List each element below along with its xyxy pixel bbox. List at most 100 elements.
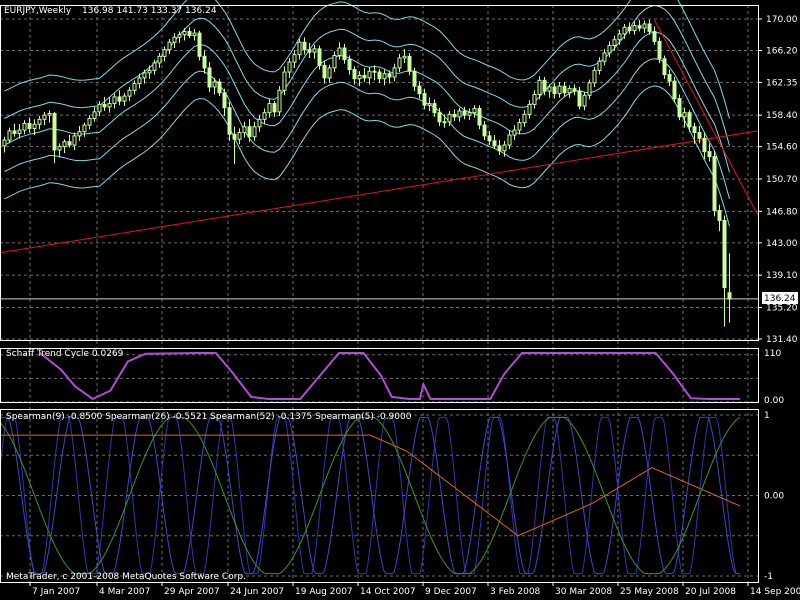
price-candle[interactable] <box>22 120 27 135</box>
price-candle[interactable] <box>617 29 622 45</box>
price-candles[interactable] <box>2 19 732 327</box>
price-candle[interactable] <box>347 55 352 75</box>
price-candle[interactable] <box>67 135 72 148</box>
price-candle[interactable] <box>392 63 397 82</box>
price-candle[interactable] <box>72 132 77 150</box>
price-candle[interactable] <box>502 140 507 157</box>
price-candle[interactable] <box>297 38 302 60</box>
price-candle[interactable] <box>102 96 107 112</box>
price-candle[interactable] <box>227 101 232 141</box>
price-candle[interactable] <box>672 77 677 103</box>
price-candle[interactable] <box>322 60 327 84</box>
price-candle[interactable] <box>662 55 667 79</box>
price-candle[interactable] <box>247 119 252 142</box>
price-candle[interactable] <box>542 77 547 96</box>
price-candle[interactable] <box>157 52 162 68</box>
price-candle[interactable] <box>507 130 512 150</box>
price-candle[interactable] <box>62 139 67 154</box>
price-candle[interactable] <box>307 43 312 58</box>
price-candle[interactable] <box>272 101 277 117</box>
price-candle[interactable] <box>277 86 282 116</box>
price-candle[interactable] <box>232 126 237 165</box>
price-candle[interactable] <box>597 57 602 75</box>
price-candle[interactable] <box>667 69 672 87</box>
price-candle[interactable] <box>242 121 247 138</box>
price-candle[interactable] <box>557 82 562 98</box>
price-candle[interactable] <box>17 124 22 139</box>
price-candle[interactable] <box>497 140 502 155</box>
price-candle[interactable] <box>377 68 382 83</box>
price-candle[interactable] <box>477 105 482 130</box>
price-candle[interactable] <box>152 59 157 75</box>
price-candle[interactable] <box>522 110 527 127</box>
price-candle[interactable] <box>482 120 487 141</box>
price-candle[interactable] <box>2 136 7 153</box>
price-candle[interactable] <box>632 21 637 35</box>
price-candle[interactable] <box>612 35 617 51</box>
price-candle[interactable] <box>472 105 477 118</box>
price-candle[interactable] <box>407 52 412 76</box>
price-candle[interactable] <box>552 82 557 99</box>
price-candle[interactable] <box>317 45 322 70</box>
price-candle[interactable] <box>532 90 537 109</box>
price-candle[interactable] <box>137 73 142 89</box>
price-candle[interactable] <box>257 115 262 132</box>
price-candle[interactable] <box>32 119 37 136</box>
price-candle[interactable] <box>77 125 82 141</box>
price-candle[interactable] <box>562 82 567 97</box>
price-candle[interactable] <box>702 133 707 160</box>
price-candle[interactable] <box>107 97 112 113</box>
price-candle[interactable] <box>212 77 217 95</box>
price-candle[interactable] <box>92 106 97 122</box>
price-candle[interactable] <box>7 127 12 144</box>
price-candle[interactable] <box>147 65 152 79</box>
price-candle[interactable] <box>707 143 712 162</box>
price-candle[interactable] <box>622 23 627 39</box>
price-candle[interactable] <box>172 33 177 49</box>
price-candle[interactable] <box>237 128 242 145</box>
price-candle[interactable] <box>512 125 517 141</box>
price-candle[interactable] <box>422 88 427 110</box>
price-candle[interactable] <box>52 111 57 164</box>
price-candle[interactable] <box>382 69 387 86</box>
price-candle[interactable] <box>537 76 542 100</box>
price-candle[interactable] <box>27 117 32 133</box>
price-candle[interactable] <box>442 114 447 128</box>
price-candle[interactable] <box>312 44 317 59</box>
price-candle[interactable] <box>572 84 577 96</box>
price-candle[interactable] <box>492 135 497 150</box>
price-candle[interactable] <box>577 86 582 110</box>
price-candle[interactable] <box>517 118 522 135</box>
price-candle[interactable] <box>712 150 717 217</box>
price-candle[interactable] <box>192 28 197 41</box>
price-candle[interactable] <box>127 86 132 102</box>
price-candle[interactable] <box>627 22 632 34</box>
price-candle[interactable] <box>282 66 287 96</box>
price-candle[interactable] <box>397 53 402 73</box>
price-candle[interactable] <box>527 100 532 119</box>
price-candle[interactable] <box>207 62 212 92</box>
price-candle[interactable] <box>222 88 227 116</box>
price-candle[interactable] <box>112 93 117 109</box>
price-candle[interactable] <box>42 111 47 126</box>
price-candle[interactable] <box>337 42 342 60</box>
price-candle[interactable] <box>217 78 222 97</box>
price-candle[interactable] <box>197 30 202 61</box>
price-candle[interactable] <box>447 111 452 126</box>
price-candle[interactable] <box>462 106 467 120</box>
price-candle[interactable] <box>642 20 647 34</box>
price-candle[interactable] <box>167 38 172 54</box>
price-candle[interactable] <box>267 98 272 118</box>
price-candle[interactable] <box>82 122 87 137</box>
price-candle[interactable] <box>387 70 392 84</box>
price-candle[interactable] <box>57 143 62 158</box>
price-candle[interactable] <box>652 26 657 45</box>
price-candle[interactable] <box>727 253 732 323</box>
price-candle[interactable] <box>637 19 642 32</box>
price-candle[interactable] <box>87 115 92 130</box>
price-candle[interactable] <box>487 130 492 146</box>
price-candle[interactable] <box>682 107 687 128</box>
price-candle[interactable] <box>47 110 52 123</box>
price-candle[interactable] <box>362 67 367 83</box>
